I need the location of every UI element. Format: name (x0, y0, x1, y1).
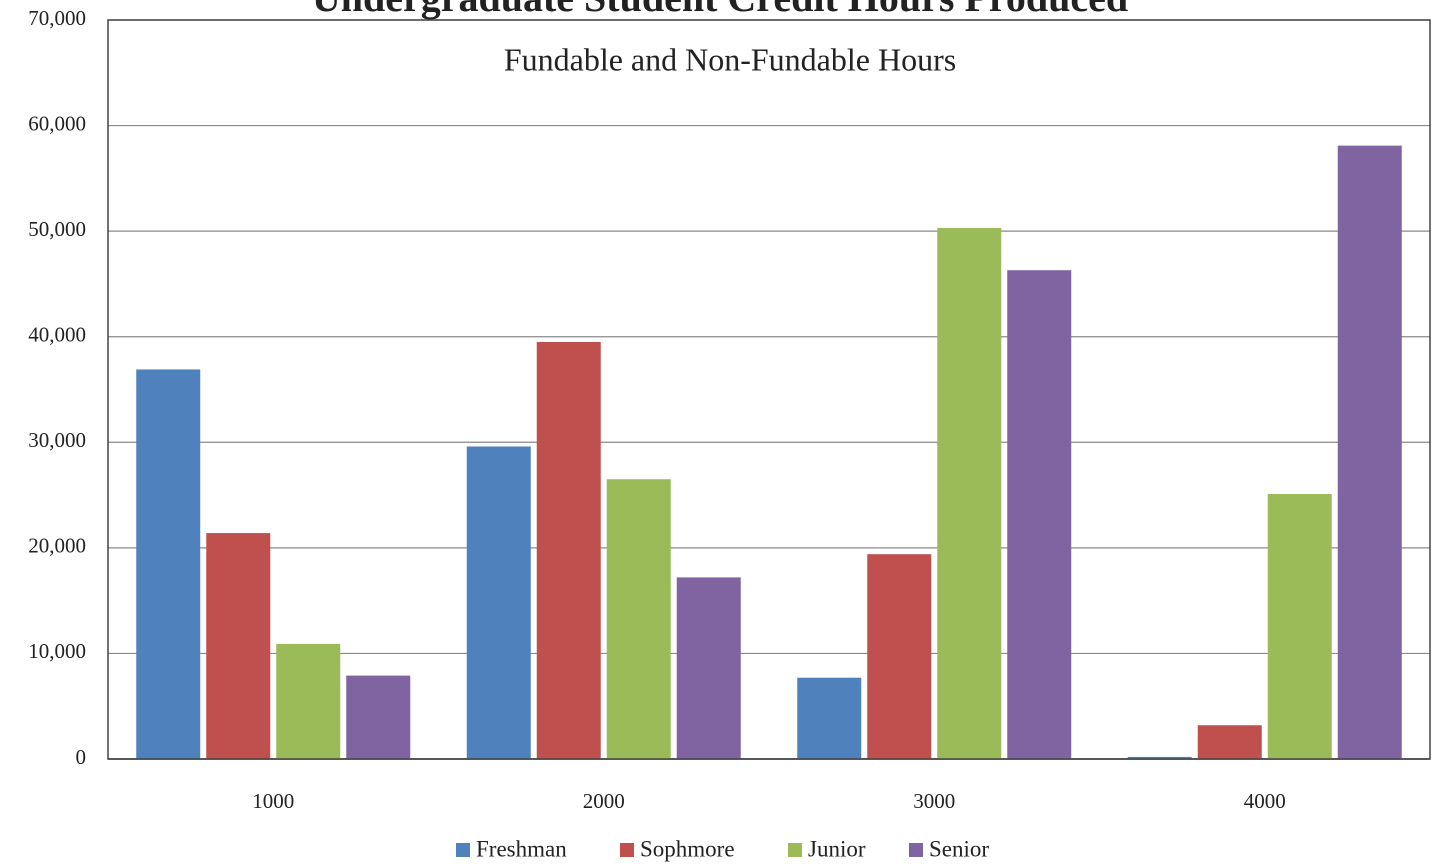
legend-swatch (909, 843, 923, 857)
bar (136, 369, 201, 759)
legend-label: Senior (929, 836, 989, 861)
bar (346, 675, 411, 759)
chart-title: Undergraduate Student Credit Hours Produ… (312, 0, 1128, 20)
x-tick-label: 4000 (1244, 789, 1286, 813)
y-tick-label: 40,000 (28, 323, 86, 347)
bar (1127, 756, 1192, 759)
legend-swatch (788, 843, 802, 857)
chart-subtitle: Fundable and Non-Fundable Hours (504, 41, 956, 77)
y-tick-label: 50,000 (28, 217, 86, 241)
bar (1337, 145, 1402, 759)
x-tick-label: 3000 (913, 789, 955, 813)
bar (937, 227, 1002, 759)
bar (676, 577, 741, 759)
bar (1267, 494, 1332, 759)
bar (536, 341, 601, 759)
bar (867, 554, 932, 759)
y-tick-label: 0 (76, 745, 87, 769)
legend-swatch (620, 843, 634, 857)
x-tick-label: 2000 (583, 789, 625, 813)
x-tick-label: 1000 (252, 789, 294, 813)
bar (1197, 725, 1262, 759)
y-tick-label: 60,000 (28, 111, 86, 135)
legend-swatch (456, 843, 470, 857)
bar (797, 677, 862, 759)
y-tick-label: 10,000 (28, 639, 86, 663)
bar (206, 533, 271, 759)
legend-label: Freshman (476, 836, 567, 861)
bar (466, 446, 531, 759)
y-tick-label: 30,000 (28, 428, 86, 452)
legend-label: Sophmore (640, 836, 735, 861)
bar (606, 479, 671, 759)
bar (276, 643, 341, 759)
y-tick-label: 70,000 (28, 6, 86, 30)
y-tick-label: 20,000 (28, 534, 86, 558)
legend-label: Junior (808, 836, 866, 861)
bar (1007, 270, 1072, 759)
